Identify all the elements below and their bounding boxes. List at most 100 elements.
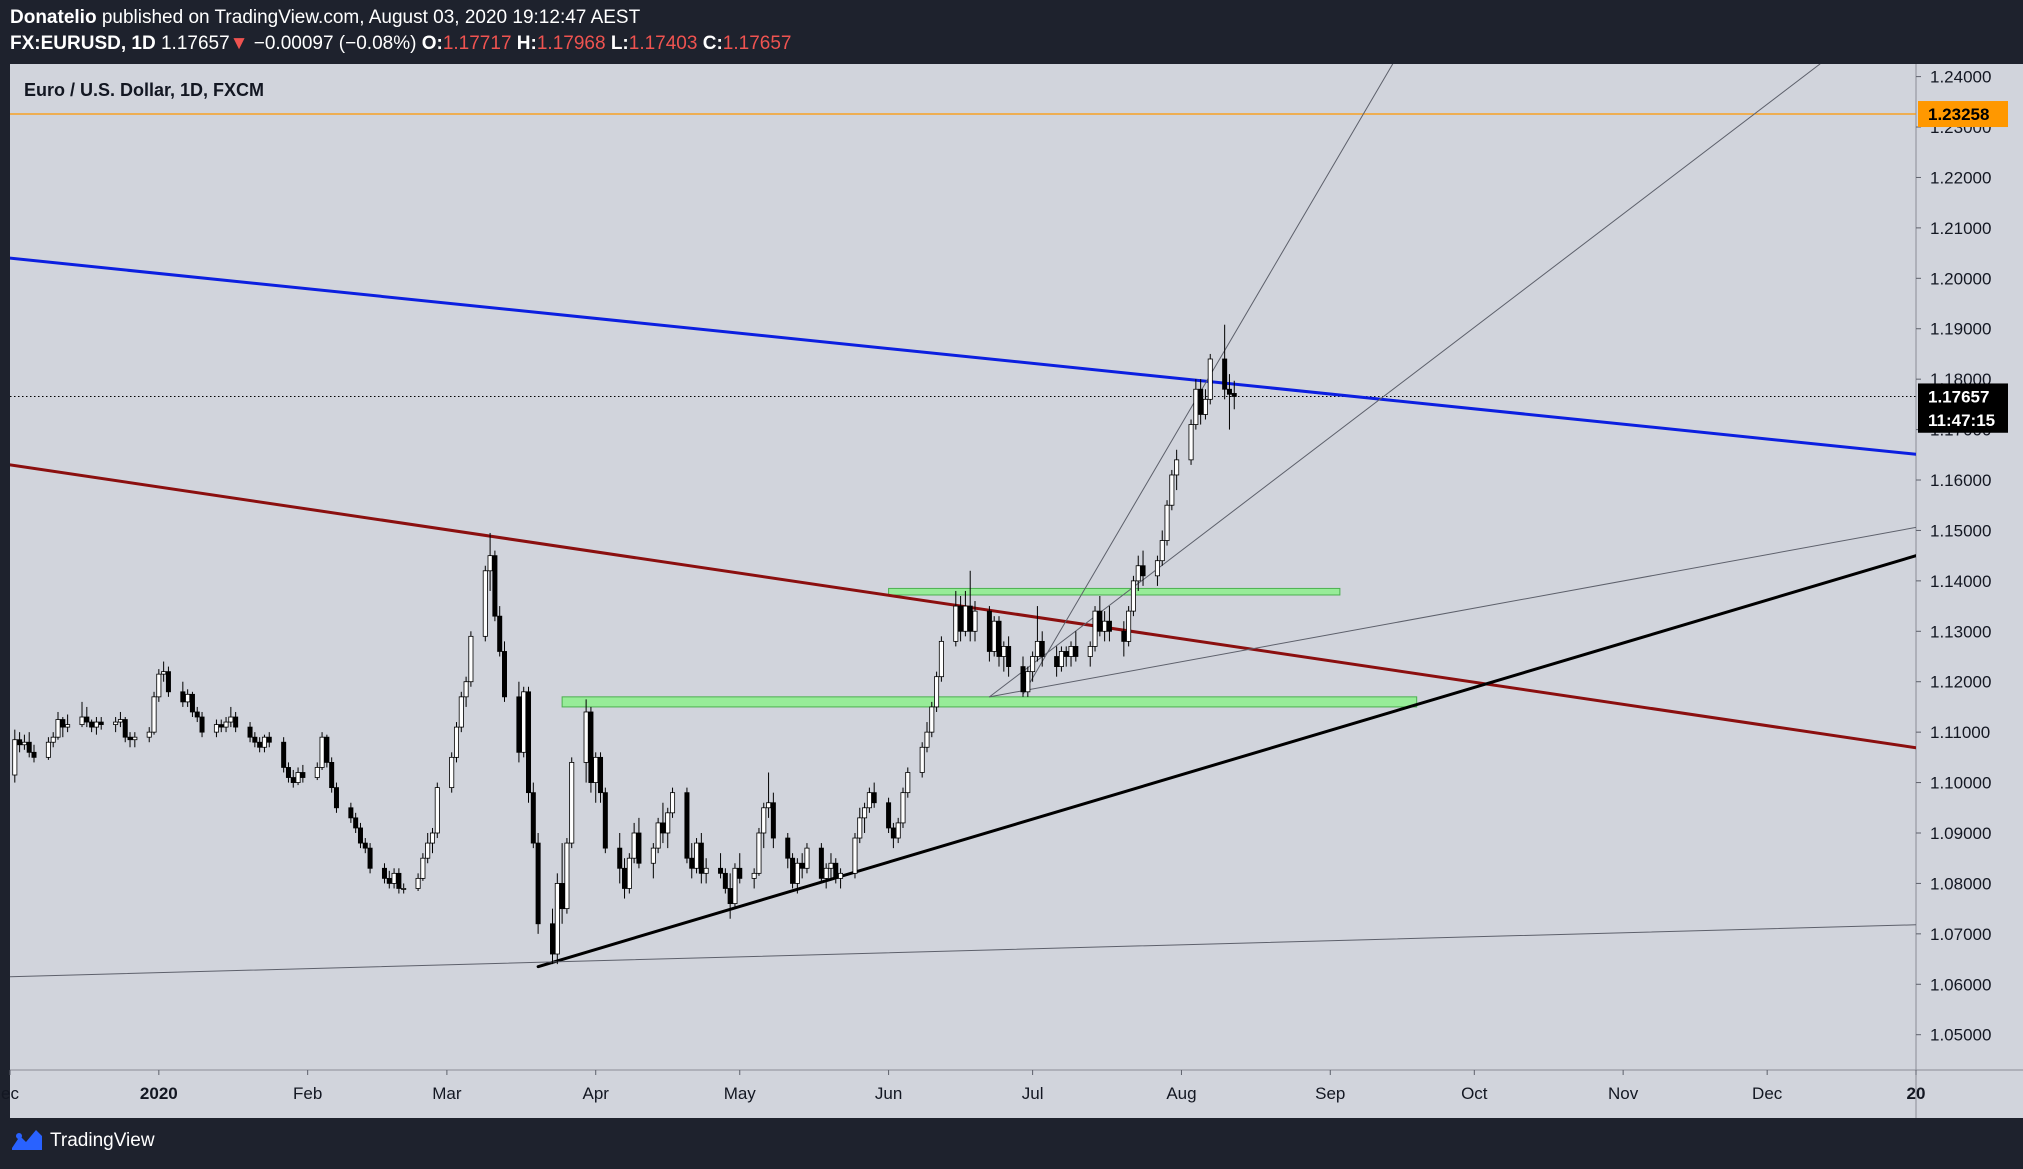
candle-body-128[interactable] — [866, 792, 872, 809]
candle-body-92[interactable] — [626, 857, 632, 889]
candle-body-35[interactable] — [247, 726, 253, 738]
grey-long-support[interactable] — [10, 924, 1916, 978]
candle-body-177[interactable] — [1198, 388, 1204, 415]
candle-body-11[interactable] — [84, 716, 90, 723]
candle-body-31[interactable] — [218, 724, 224, 728]
candle-body-89[interactable] — [602, 792, 608, 849]
candle-body-169[interactable] — [1140, 565, 1146, 577]
candle-body-96[interactable] — [655, 822, 661, 849]
candle-body-122[interactable] — [828, 862, 834, 869]
candle-body-14[interactable] — [98, 721, 104, 725]
price-axis-panel[interactable] — [1916, 64, 2023, 1070]
candle-body-147[interactable] — [996, 620, 1002, 657]
candle-body-109[interactable] — [737, 867, 743, 879]
candle-body-6[interactable] — [50, 736, 56, 743]
candle-body-2[interactable] — [21, 741, 27, 746]
candle-body-26[interactable] — [185, 693, 191, 703]
candle-body-72[interactable] — [492, 555, 498, 617]
candle-body-111[interactable] — [756, 832, 762, 874]
candle-body-110[interactable] — [751, 872, 757, 879]
candle-body-19[interactable] — [132, 736, 138, 741]
candle-body-65[interactable] — [449, 756, 455, 789]
candle-body-132[interactable] — [895, 822, 901, 839]
candle-body-164[interactable] — [1106, 620, 1112, 632]
candle-body-39[interactable] — [266, 736, 272, 743]
candle-body-108[interactable] — [732, 867, 738, 904]
candle-body-118[interactable] — [799, 862, 805, 869]
candle-body-125[interactable] — [852, 837, 858, 874]
candle-body-15[interactable] — [113, 721, 119, 725]
candle-body-68[interactable] — [463, 681, 469, 698]
candle-body-165[interactable] — [1121, 630, 1127, 642]
candle-body-10[interactable] — [79, 716, 85, 725]
candle-body-22[interactable] — [156, 673, 162, 698]
candle-body-38[interactable] — [261, 736, 267, 748]
candle-body-7[interactable] — [55, 719, 61, 738]
candle-body-66[interactable] — [453, 726, 459, 758]
candle-body-52[interactable] — [357, 827, 363, 844]
candle-body-84[interactable] — [569, 762, 575, 844]
candle-body-32[interactable] — [223, 721, 229, 728]
candle-body-27[interactable] — [189, 693, 195, 713]
time-axis-panel[interactable] — [10, 1070, 2023, 1118]
candle-body-34[interactable] — [233, 716, 239, 728]
candle-body-149[interactable] — [1006, 646, 1012, 667]
candle-body-24[interactable] — [165, 671, 171, 693]
candle-body-123[interactable] — [833, 862, 839, 879]
candle-body-80[interactable] — [550, 923, 556, 955]
candle-body-115[interactable] — [785, 837, 791, 859]
candle-body-182[interactable] — [1231, 393, 1237, 397]
candle-body-167[interactable] — [1130, 580, 1136, 612]
candle-body-82[interactable] — [559, 883, 565, 910]
black-support[interactable] — [536, 554, 1916, 969]
candle-body-107[interactable] — [727, 888, 733, 904]
candle-body-71[interactable] — [487, 555, 493, 572]
candle-body-153[interactable] — [1034, 640, 1040, 657]
candle-body-57[interactable] — [391, 872, 397, 884]
candle-body-162[interactable] — [1097, 610, 1103, 632]
candle-body-138[interactable] — [934, 676, 940, 708]
author-name[interactable]: Donatelio — [10, 7, 97, 28]
candle-body-17[interactable] — [122, 719, 128, 738]
candle-body-37[interactable] — [257, 741, 263, 748]
candle-body-70[interactable] — [482, 570, 488, 637]
candle-body-36[interactable] — [252, 736, 258, 743]
candle-body-53[interactable] — [362, 842, 368, 849]
candle-body-155[interactable] — [1054, 656, 1060, 667]
candle-body-16[interactable] — [117, 719, 123, 723]
candle-body-67[interactable] — [458, 696, 464, 728]
candle-body-58[interactable] — [396, 872, 402, 889]
grey-fan-2[interactable] — [988, 64, 1821, 698]
candle-body-44[interactable] — [300, 772, 306, 778]
candle-body-100[interactable] — [684, 792, 690, 859]
candle-body-59[interactable] — [401, 888, 407, 890]
blue-resistance[interactable] — [10, 256, 1916, 456]
candle-body-50[interactable] — [348, 807, 354, 819]
candle-body-150[interactable] — [1020, 666, 1026, 693]
candle-body-124[interactable] — [838, 872, 844, 879]
candle-body-168[interactable] — [1135, 565, 1141, 582]
candle-body-151[interactable] — [1025, 671, 1031, 693]
candle-body-143[interactable] — [967, 605, 973, 632]
candle-body-145[interactable] — [986, 610, 992, 652]
candle-body-148[interactable] — [1001, 646, 1007, 657]
candle-body-87[interactable] — [593, 756, 599, 783]
candle-body-25[interactable] — [180, 691, 186, 703]
candle-body-60[interactable] — [415, 877, 421, 889]
candle-body-29[interactable] — [199, 716, 205, 733]
candle-body-95[interactable] — [650, 847, 656, 864]
candle-body-102[interactable] — [694, 842, 700, 869]
candle-body-161[interactable] — [1092, 610, 1098, 647]
candle-body-63[interactable] — [429, 832, 435, 844]
candle-body-42[interactable] — [290, 777, 296, 783]
candle-body-158[interactable] — [1068, 646, 1074, 657]
candle-body-144[interactable] — [972, 610, 978, 632]
candle-body-48[interactable] — [329, 762, 335, 789]
candle-body-73[interactable] — [497, 615, 503, 652]
candle-body-28[interactable] — [194, 711, 200, 718]
candle-body-62[interactable] — [425, 842, 431, 859]
candle-body-12[interactable] — [89, 721, 95, 728]
candle-body-3[interactable] — [26, 741, 32, 753]
candle-body-91[interactable] — [622, 867, 628, 889]
candle-body-130[interactable] — [886, 802, 892, 829]
